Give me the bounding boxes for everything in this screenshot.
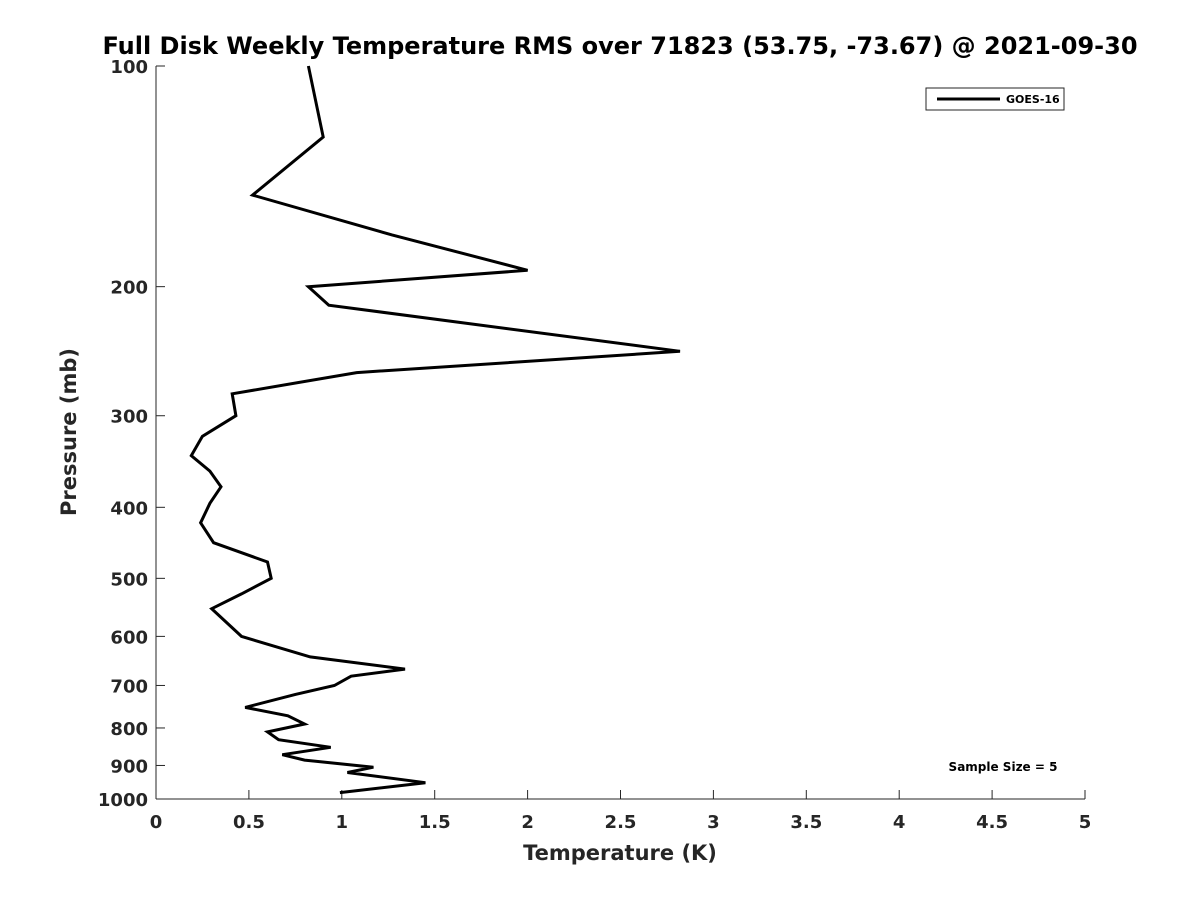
y-tick-label: 100 (110, 57, 148, 78)
x-tick-label: 1 (336, 812, 349, 833)
y-tick-label: 800 (110, 719, 148, 740)
y-tick-label: 700 (110, 676, 148, 697)
series-layer (189, 65, 681, 795)
x-axis-label: Temperature (K) (523, 841, 717, 865)
legend-entry-label: GOES-16 (1006, 93, 1060, 106)
chart-title: Full Disk Weekly Temperature RMS over 71… (102, 32, 1137, 60)
ticks: 0 0.5 1 1.5 2 2.5 3 3.5 4 4.5 5 100 200 300 400 500 600 7… (98, 57, 1091, 833)
x-tick-label: 4 (893, 812, 906, 833)
y-tick-label: 500 (110, 569, 148, 590)
y-tick-label: 600 (110, 627, 148, 648)
x-tick-label: 1.5 (419, 812, 451, 833)
x-tick-label: 5 (1079, 812, 1092, 833)
x-tick-label: 0 (150, 812, 163, 833)
sample-size-annotation: Sample Size = 5 (949, 760, 1058, 774)
x-tick-label: 4.5 (976, 812, 1008, 833)
x-tick-label: 2 (521, 812, 534, 833)
y-tick-label: 400 (110, 498, 148, 519)
x-tick-label: 0.5 (233, 812, 265, 833)
y-tick-label: 200 (110, 278, 148, 299)
y-axis-label: Pressure (mb) (57, 348, 81, 516)
y-tick-label: 300 (110, 407, 148, 428)
x-tick-label: 2.5 (605, 812, 637, 833)
legend: GOES-16 (925, 87, 1065, 111)
y-tick-label: 900 (110, 756, 148, 777)
x-tick-label: 3 (707, 812, 720, 833)
y-tick-label: 1000 (98, 790, 148, 811)
series-line-1 (189, 65, 681, 795)
x-tick-label: 3.5 (790, 812, 822, 833)
